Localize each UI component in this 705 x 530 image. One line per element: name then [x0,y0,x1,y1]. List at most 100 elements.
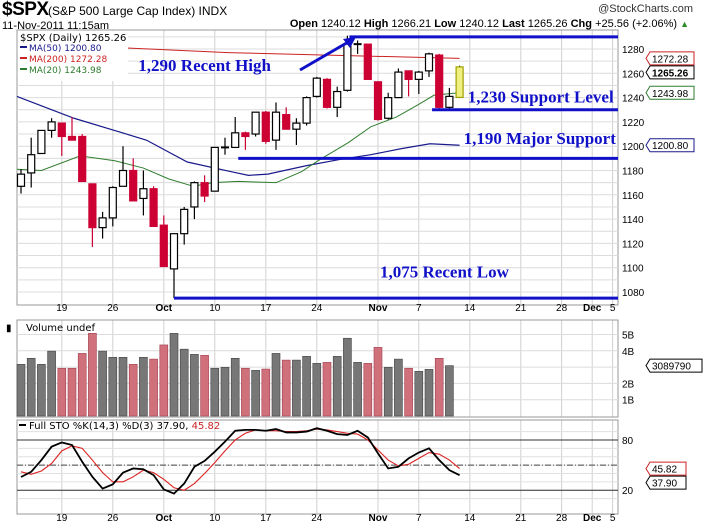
candle-body [302,96,311,124]
candle-body [322,78,332,108]
volume-bar [292,359,301,417]
candle-body [251,111,260,135]
candle-body [47,121,56,132]
candle-body [190,182,199,208]
volume-bar [190,354,199,417]
candle-body [16,173,26,187]
volume-bar [271,353,281,417]
price-axis-label: 1120 [622,239,644,250]
legend-ma50: MA(50) 1200.80 [29,44,102,54]
date-axis-label: 7 [416,513,422,524]
date-axis-label: 26 [107,513,119,524]
volume-bar [108,357,118,417]
chg-value: +25.56 (+2.06%) [595,18,678,30]
volume-bar [261,368,271,417]
date-axis-label: 19 [56,303,68,314]
ma20-swatch [20,68,27,70]
volume-bar [118,357,128,417]
volume-bar [159,344,169,417]
volume-bar [241,367,250,417]
panel-frame-0 [16,29,619,306]
date-axis-label: Dec [583,513,602,524]
date-axis-label: 5 [610,513,616,524]
volume-bar [179,348,189,417]
candle-body [333,90,342,108]
volume-bar [98,350,107,417]
candle-body [57,122,66,138]
candle-body [108,186,117,219]
volume-bar [424,369,434,417]
value-tag-text: 1243.98 [652,89,689,100]
date-axis-label: 24 [311,303,323,314]
volume-bar [343,337,352,417]
volume-bar [57,367,67,417]
candle-body [129,169,138,202]
low-value: 1240.12 [459,18,500,30]
value-tag [645,85,695,100]
volume-bar [302,356,311,417]
legend-sto-k: Full STO %K(14,3) %D(3) 37.90, [29,421,188,432]
volume-tag-text: 3089790 [652,362,691,373]
candle-body [169,233,179,270]
date-axis-label: Oct [155,513,172,524]
arrow-head-icon [343,37,356,48]
quote-date: 11-Nov-2011 11:15am [2,20,110,32]
annotation-arrow-shaft [299,39,351,72]
volume-bar [281,359,291,417]
price-axis-label: 1240 [622,94,645,105]
volume-bar [414,371,424,417]
open-label: Open [289,18,318,30]
sto-swatch [19,424,26,426]
date-axis-label: 10 [209,513,221,524]
price-axis-label: 1280 [622,45,645,56]
date-axis-label: 5 [610,303,616,314]
date-axis-label: Dec [583,303,602,314]
annotation-label: 1,190 Major Support [464,129,617,148]
volume-axis-label: 2B [622,379,635,390]
price-axis-label: 1180 [622,167,644,178]
symbol-name: (S&P 500 Large Cap Index) INDX [48,4,228,18]
date-axis-label: 10 [209,303,221,314]
candle-body [139,188,148,200]
volume-bar [353,362,362,417]
volume-axis-label: 4B [622,347,635,358]
sto-k-line [20,427,461,495]
date-axis-label: Nov [369,513,388,524]
date-axis-label: 7 [416,303,422,314]
value-tag [645,138,695,153]
candle-body [282,114,291,130]
value-tag-text: 1265.26 [652,68,689,79]
candle-body [404,70,413,80]
brand-link[interactable]: @StockCharts.com [598,3,693,15]
date-axis-label: 19 [56,513,68,524]
volume-bar [47,350,56,417]
candle-body [67,135,77,141]
candle-body [180,208,189,235]
volume-bar [230,357,240,417]
candle-body [231,132,240,149]
legend-sto-d: 45.82 [192,421,221,432]
date-axis-label: 17 [260,513,272,524]
candle-body [37,129,46,155]
candle-body [312,77,321,97]
volume-bar [322,362,332,417]
symbol: $SPX [2,0,49,20]
date-axis-label: 28 [556,303,568,314]
sto-d-tag-text: 45.82 [652,465,677,476]
legend-sto: Full STO %K(14,3) %D(3) 37.90, 45.82 [29,421,220,432]
value-tag [645,65,695,80]
value-tag [645,51,695,66]
annotation-label: 1,290 Recent High [138,56,271,75]
sto-d-line [20,428,460,491]
volume-bar [373,347,383,417]
low-label: Low [434,18,457,30]
candle-body [373,81,383,121]
price-axis-label: 1100 [622,264,644,275]
annotation-label: 1,075 Recent Low [380,262,510,281]
price-axis-label: 1140 [622,215,644,226]
volume-bar [332,356,342,417]
sto-d-tag [645,461,687,476]
candle-body [445,95,454,108]
candle-body [159,224,168,268]
